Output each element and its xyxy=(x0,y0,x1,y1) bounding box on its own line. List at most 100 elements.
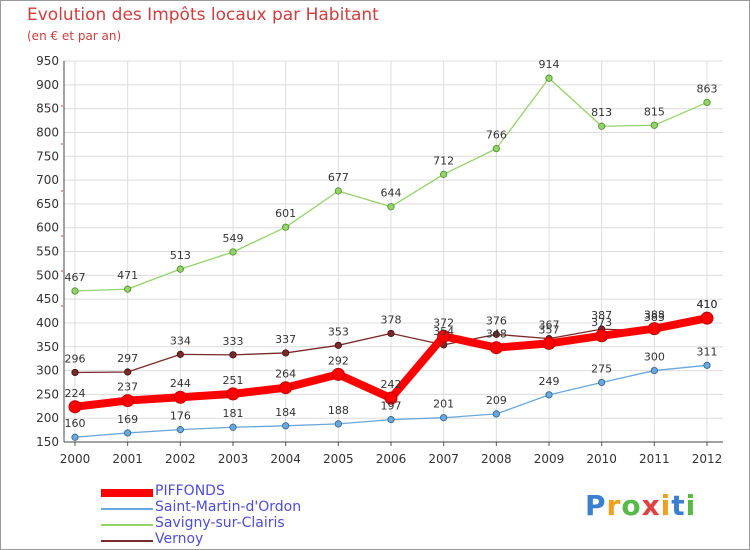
data-point-saint-martin-d-ordon-2007 xyxy=(440,414,448,422)
data-label-piffonds-2001: 237 xyxy=(117,381,138,394)
data-point-savigny-sur-clairis-2004 xyxy=(282,223,290,231)
logo-letter: P xyxy=(585,489,607,522)
data-point-savigny-sur-clairis-2007 xyxy=(440,170,448,178)
x-tick-label: 2012 xyxy=(692,452,723,466)
y-tick-label: 400 xyxy=(36,316,59,330)
logo-letter: t xyxy=(671,489,686,522)
data-point-savigny-sur-clairis-2006 xyxy=(387,203,395,211)
data-point-savigny-sur-clairis-2012 xyxy=(703,98,711,107)
x-tick-label: 2006 xyxy=(376,452,407,466)
y-tick-label: 650 xyxy=(36,197,59,211)
logo-letter: x xyxy=(641,489,661,522)
data-point-savigny-sur-clairis-2002 xyxy=(176,265,184,273)
data-point-savigny-sur-clairis-2001 xyxy=(124,285,132,293)
legend-label: Savigny-sur-Clairis xyxy=(155,515,285,531)
data-label-savigny-sur-clairis-2006: 644 xyxy=(381,187,402,200)
data-label-piffonds-2005: 292 xyxy=(328,354,349,367)
data-label-vernoy-2005: 353 xyxy=(328,325,349,338)
data-point-saint-martin-d-ordon-2000 xyxy=(71,433,79,441)
data-point-piffonds-2008 xyxy=(489,341,503,355)
data-label-savigny-sur-clairis-2001: 471 xyxy=(117,269,138,282)
logo-letter: r xyxy=(606,489,622,522)
x-tick-label: 2005 xyxy=(323,452,354,466)
x-tick-label: 2004 xyxy=(270,452,301,466)
data-point-saint-martin-d-ordon-2006 xyxy=(387,416,395,424)
legend-label: Saint-Martin-d'Ordon xyxy=(155,499,302,515)
data-label-piffonds-2004: 264 xyxy=(275,368,296,381)
data-label-vernoy-2008: 376 xyxy=(486,314,507,327)
y-tick-label: 350 xyxy=(36,340,59,354)
data-label-saint-martin-d-ordon-2011: 300 xyxy=(644,351,665,364)
data-point-vernoy-2002 xyxy=(176,350,184,358)
data-point-savigny-sur-clairis-2000 xyxy=(71,287,79,295)
data-label-vernoy-2006: 378 xyxy=(381,313,402,326)
data-label-savigny-sur-clairis-2002: 513 xyxy=(170,249,191,262)
data-point-piffonds-2005 xyxy=(331,367,345,381)
data-point-piffonds-2012 xyxy=(700,311,714,325)
x-tick-label: 2001 xyxy=(112,452,143,466)
y-tick-label: 250 xyxy=(36,387,59,401)
data-label-vernoy-2010: 387 xyxy=(591,309,612,322)
data-point-vernoy-2001 xyxy=(124,368,132,376)
data-label-piffonds-2011: 388 xyxy=(644,309,665,322)
data-point-piffonds-2010 xyxy=(595,329,609,343)
data-label-piffonds-2012: 410 xyxy=(697,298,718,311)
y-tick-label: 950 xyxy=(36,54,59,68)
data-label-vernoy-2011: 383 xyxy=(644,311,665,324)
data-label-savigny-sur-clairis-2003: 549 xyxy=(223,232,244,245)
data-label-saint-martin-d-ordon-2010: 275 xyxy=(591,362,612,375)
data-label-vernoy-2000: 296 xyxy=(65,352,86,365)
y-tick-label: 800 xyxy=(36,125,59,139)
data-label-saint-martin-d-ordon-2004: 184 xyxy=(275,406,296,419)
logo-letter: i xyxy=(685,489,697,522)
x-tick-label: 2000 xyxy=(60,452,91,466)
data-point-piffonds-2009 xyxy=(542,336,556,350)
data-point-savigny-sur-clairis-2008 xyxy=(492,145,500,153)
x-tick-label: 2011 xyxy=(639,452,670,466)
x-tick-label: 2003 xyxy=(218,452,249,466)
data-point-vernoy-2005 xyxy=(334,341,342,349)
data-label-saint-martin-d-ordon-2003: 181 xyxy=(223,407,244,420)
data-point-savigny-sur-clairis-2011 xyxy=(650,121,658,129)
data-point-saint-martin-d-ordon-2002 xyxy=(176,426,184,434)
legend-label: Vernoy xyxy=(155,531,204,547)
data-point-saint-martin-d-ordon-2010 xyxy=(598,378,606,387)
y-tick-label: 200 xyxy=(36,411,59,425)
data-label-vernoy-2012: 410 xyxy=(697,298,718,311)
data-point-saint-martin-d-ordon-2005 xyxy=(334,420,342,428)
y-tick-label: 450 xyxy=(36,292,59,306)
data-point-vernoy-2006 xyxy=(387,329,395,338)
data-point-vernoy-2000 xyxy=(71,368,79,377)
proxiti-logo: Proxiti xyxy=(585,489,696,522)
y-tick-label: 150 xyxy=(36,435,59,449)
logo-letter: i xyxy=(660,489,672,522)
data-label-savigny-sur-clairis-2005: 677 xyxy=(328,171,349,184)
data-label-savigny-sur-clairis-2012: 863 xyxy=(697,82,718,95)
data-label-saint-martin-d-ordon-2012: 311 xyxy=(697,345,718,358)
chart-subtitle: (en € et par an) xyxy=(27,29,122,43)
data-label-piffonds-2008: 348 xyxy=(486,328,507,341)
data-point-piffonds-2002 xyxy=(173,390,187,404)
data-point-piffonds-2000 xyxy=(68,400,82,414)
data-point-vernoy-2004 xyxy=(282,349,290,357)
x-tick-label: 2010 xyxy=(586,452,617,466)
data-point-vernoy-2008 xyxy=(492,330,500,338)
data-label-saint-martin-d-ordon-2002: 176 xyxy=(170,410,191,423)
y-tick-label: 700 xyxy=(36,173,59,187)
legend-swatch xyxy=(101,508,153,510)
y-tick-label: 750 xyxy=(36,149,59,163)
data-point-vernoy-2003 xyxy=(229,351,237,359)
data-label-saint-martin-d-ordon-2005: 188 xyxy=(328,404,349,417)
data-point-savigny-sur-clairis-2009 xyxy=(545,74,553,82)
data-point-savigny-sur-clairis-2005 xyxy=(334,187,342,195)
data-point-piffonds-2004 xyxy=(279,381,293,395)
data-label-piffonds-2009: 357 xyxy=(539,323,560,336)
y-tick-label: 300 xyxy=(36,364,59,378)
data-point-piffonds-2006 xyxy=(384,391,398,405)
data-label-vernoy-2004: 337 xyxy=(275,333,296,346)
data-label-saint-martin-d-ordon-2009: 249 xyxy=(539,375,560,388)
data-label-savigny-sur-clairis-2009: 914 xyxy=(539,58,560,71)
data-point-saint-martin-d-ordon-2004 xyxy=(282,422,290,430)
